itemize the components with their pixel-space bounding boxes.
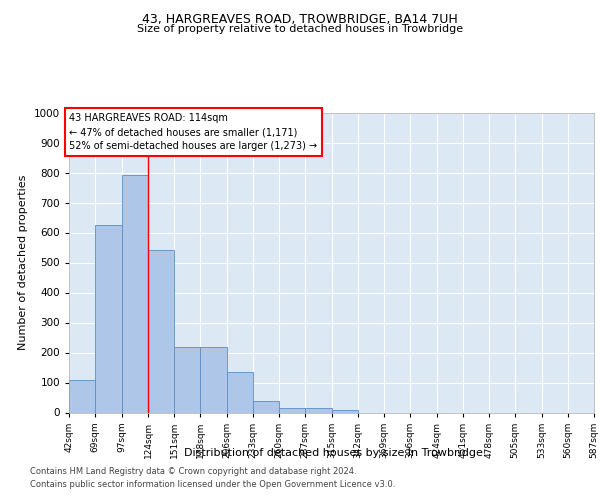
Bar (279, 408, 305, 412)
Bar (332, 410, 358, 412)
Bar (69, 380, 95, 412)
Bar (122, 174, 148, 412)
Bar (227, 372, 253, 412)
Text: Contains HM Land Registry data © Crown copyright and database right 2024.: Contains HM Land Registry data © Crown c… (30, 467, 356, 476)
Bar (95, 226, 122, 412)
Bar (200, 346, 227, 412)
Bar (148, 250, 174, 412)
Text: Contains public sector information licensed under the Open Government Licence v3: Contains public sector information licen… (30, 480, 395, 489)
Text: Size of property relative to detached houses in Trowbridge: Size of property relative to detached ho… (137, 24, 463, 34)
Bar (253, 400, 279, 412)
Y-axis label: Number of detached properties: Number of detached properties (18, 175, 28, 350)
Text: Distribution of detached houses by size in Trowbridge: Distribution of detached houses by size … (184, 448, 482, 458)
Text: 43 HARGREAVES ROAD: 114sqm
← 47% of detached houses are smaller (1,171)
52% of s: 43 HARGREAVES ROAD: 114sqm ← 47% of deta… (70, 113, 317, 151)
Bar (174, 346, 200, 412)
Bar (305, 408, 332, 412)
Text: 43, HARGREAVES ROAD, TROWBRIDGE, BA14 7UH: 43, HARGREAVES ROAD, TROWBRIDGE, BA14 7U… (142, 12, 458, 26)
